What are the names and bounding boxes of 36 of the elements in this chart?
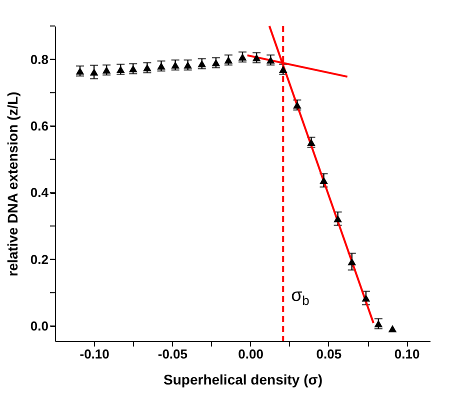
point: [334, 215, 342, 222]
point: [90, 68, 98, 76]
x-axis-title: Superhelical density (σ): [164, 372, 322, 388]
point: [348, 258, 356, 266]
point: [266, 56, 275, 64]
point: [102, 66, 111, 74]
x-tick-label: -0.10: [80, 346, 110, 362]
point: [374, 320, 383, 328]
point: [198, 60, 206, 68]
x-tick-label: -0.05: [158, 346, 188, 362]
point: [224, 56, 233, 64]
point: [278, 66, 288, 73]
point: [252, 54, 261, 62]
point: [212, 59, 220, 66]
y-tick-label: 0.6: [30, 118, 48, 134]
point: [143, 64, 152, 72]
y-tick-label: 0.2: [30, 252, 48, 267]
point: [238, 53, 247, 61]
y-tick-label: 0.0: [30, 318, 48, 334]
y-tick-label: 0.8: [30, 52, 48, 67]
point: [128, 65, 138, 72]
point: [76, 67, 84, 75]
x-tick-label: 0.00: [238, 346, 264, 362]
point: [307, 138, 316, 146]
point: [157, 62, 166, 70]
point: [362, 294, 370, 302]
point: [320, 176, 328, 184]
y-axis-title: relative DNA extension (z/L): [4, 92, 20, 276]
point: [184, 61, 192, 69]
x-tick-label: 0.05: [316, 346, 342, 362]
point: [116, 66, 125, 73]
point: [388, 325, 397, 332]
point: [171, 61, 180, 69]
x-tick-label: 0.10: [394, 346, 420, 362]
y-tick-label: 0.4: [30, 185, 50, 200]
point: [293, 101, 302, 109]
